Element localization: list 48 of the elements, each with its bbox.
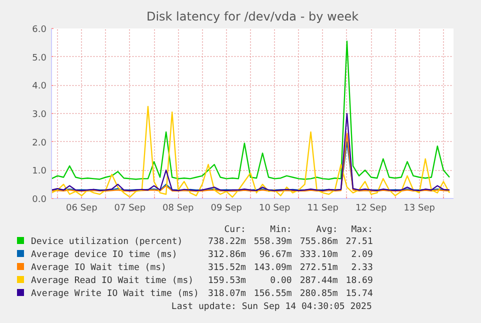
text: 2.09 [350, 249, 373, 262]
y-tick-label: 4.0 [32, 82, 47, 92]
legend-label: Average device IO time (ms) [30, 249, 178, 262]
line-series [52, 40, 450, 180]
legend-label: Device utilization (percent) [30, 236, 184, 249]
x-tick-label: 13 Sep [404, 204, 436, 214]
text: 96.67m [258, 249, 292, 262]
text: 315.52m [206, 262, 246, 275]
text: 280.85m [298, 288, 338, 301]
text: 2.33 [350, 262, 373, 275]
line-series [52, 132, 450, 192]
legend-label: Average IO Wait time (ms) [30, 262, 168, 275]
text: 318.07m [206, 288, 246, 301]
text: 738.22m [206, 236, 246, 249]
y-tick-label: 0.0 [32, 195, 47, 205]
text: 0.00 [269, 275, 292, 288]
text: Cur: [223, 225, 246, 236]
text: Max: [350, 225, 373, 236]
text: Last update: Sun Sep 14 04:30:05 2025 [170, 301, 373, 314]
y-tick-label: 5.0 [32, 53, 47, 64]
text: Avg: [315, 225, 338, 236]
x-tick-label: 07 Sep [114, 204, 146, 214]
text: 312.86m [206, 249, 246, 262]
x-tick-label: 06 Sep [66, 204, 98, 214]
text: 755.86m [298, 236, 338, 249]
text: 143.09m [252, 262, 292, 275]
text: 15.74 [344, 288, 373, 301]
x-tick-label: 10 Sep [258, 204, 291, 214]
x-tick-label: 08 Sep [162, 204, 194, 214]
text: 159.53m [206, 275, 246, 288]
y-tick-label: 2.0 [32, 138, 47, 148]
y-tick-label: 1.0 [32, 166, 47, 177]
text: 272.51m [298, 262, 338, 275]
text: 558.39m [252, 236, 292, 249]
text: 27.51 [344, 236, 373, 249]
text: 18.69 [344, 275, 373, 288]
chart-title: Disk latency for /dev/vda - by week [146, 10, 359, 24]
legend-label: Average Write IO Wait time (ms) [30, 288, 200, 301]
text: Min: [269, 225, 292, 236]
y-tick-label: 3.0 [32, 110, 47, 120]
x-tick-label: 09 Sep [210, 204, 242, 214]
x-tick-label: 11 Sep [307, 204, 339, 214]
text: 287.44m [298, 275, 338, 288]
legend-label: Average Read IO Wait time (ms) [30, 275, 195, 288]
y-tick-label: 6.0 [32, 25, 47, 35]
text: 333.10m [298, 249, 338, 262]
text: 156.55m [252, 288, 292, 301]
x-tick-label: 12 Sep [355, 204, 388, 214]
